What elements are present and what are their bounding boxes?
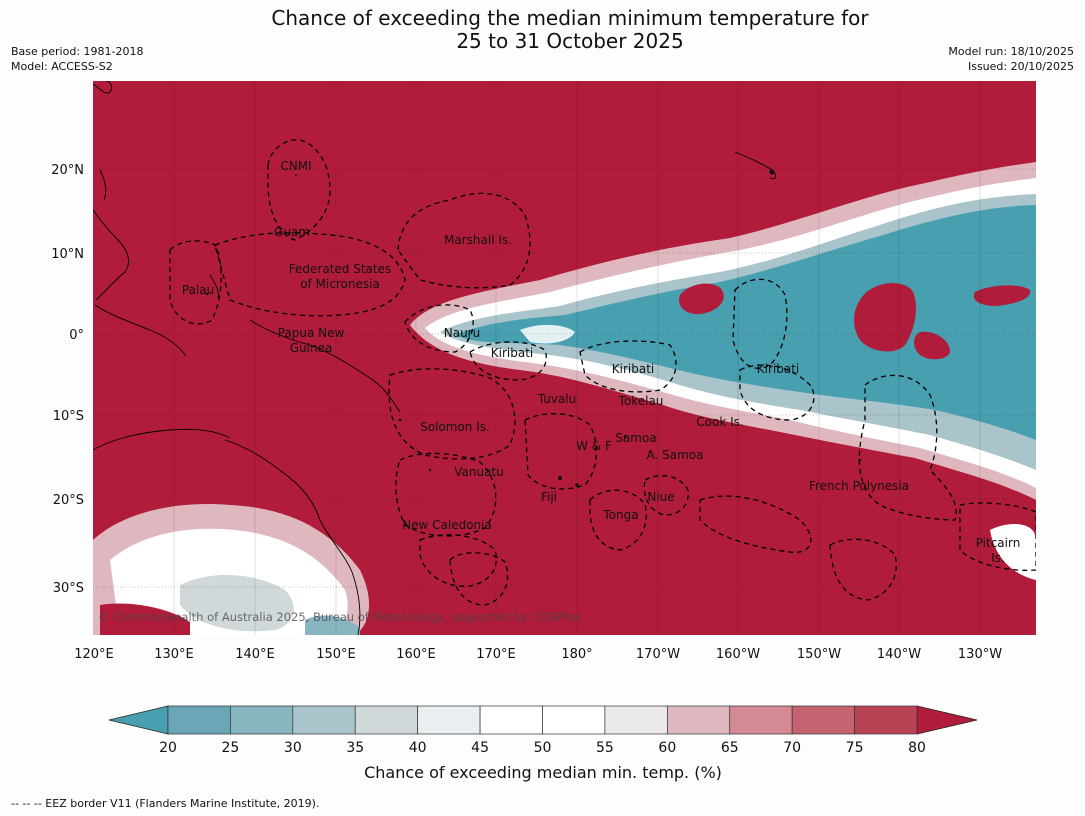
model-name: Model: ACCESS-S2 — [11, 60, 113, 73]
label-kiribati-east: Kiribati — [757, 362, 799, 376]
label-fsm-line2: of Micronesia — [300, 277, 380, 291]
meta-left: Base period: 1981-2018 Model: ACCESS-S2 — [11, 44, 143, 74]
label-pitcairn-line2: Is. — [991, 551, 1005, 565]
copyright-text: © Commonwealth of Australia 2025, Bureau… — [98, 610, 582, 624]
label-tonga: Tonga — [602, 508, 638, 522]
label-niue: Niue — [647, 490, 674, 504]
colorbar-tick-label: 45 — [471, 740, 489, 756]
colorbar-bin — [354, 705, 419, 735]
colorbar-tick-label: 30 — [284, 740, 302, 756]
label-new-caledonia: New Caledonia — [402, 518, 492, 532]
lat-tick-labels: 20°N 10°N 0° 10°S 20°S 30°S — [51, 163, 84, 596]
meta-right: Model run: 18/10/2025 Issued: 20/10/2025 — [948, 44, 1074, 74]
label-a-samoa: A. Samoa — [647, 448, 704, 462]
footnote: -- -- -- EEZ border V11 (Flanders Marine… — [11, 797, 320, 810]
lon-tick: 120°E — [74, 647, 114, 662]
colorbar-tick-label: 80 — [908, 740, 926, 756]
issued-date: Issued: 20/10/2025 — [967, 60, 1074, 73]
lon-tick: 130°W — [958, 647, 1002, 662]
label-kiribati-central: Kiribati — [612, 362, 654, 376]
colorbar-tick-label: 70 — [783, 740, 801, 756]
label-palau: Palau — [182, 283, 214, 297]
lon-tick-labels: 120°E 130°E 140°E 150°E 160°E 170°E 180°… — [74, 647, 1002, 662]
label-nauru: Nauru — [444, 326, 480, 340]
lat-tick: 0° — [69, 328, 84, 343]
label-png-line2: Guinea — [290, 341, 333, 355]
label-marshall-is: Marshall Is. — [444, 233, 512, 247]
label-png-line1: Papua New — [278, 326, 345, 340]
colorbar-bin — [417, 705, 481, 735]
label-kiribati-west: Kiribati — [491, 346, 533, 360]
colorbar: 20 25 30 35 40 45 50 55 60 65 70 75 80 Chance of exc… — [108, 705, 978, 782]
lat-tick: 10°S — [53, 409, 84, 424]
label-pitcairn-line1: Pitcairn — [976, 536, 1021, 550]
label-fsm-line1: Federated States — [289, 262, 391, 276]
label-tokelau: Tokelau — [618, 394, 664, 408]
colorbar-bin — [230, 705, 294, 735]
colorbar-tick-label: 65 — [721, 740, 739, 756]
colorbar-tick-label: 60 — [658, 740, 676, 756]
australia-anomaly — [93, 504, 370, 635]
colorbar-ticks: 20 25 30 35 40 45 50 55 60 65 70 75 80 — [159, 740, 926, 756]
lon-tick: 130°E — [154, 647, 194, 662]
colorbar-bins — [167, 705, 918, 735]
colorbar-tick-label: 40 — [409, 740, 427, 756]
title-line-2: 25 to 31 October 2025 — [456, 29, 684, 53]
colorbar-bin — [479, 705, 543, 735]
lon-tick: 150°E — [316, 647, 356, 662]
coastlines — [93, 81, 777, 635]
lon-tick: 170°W — [636, 647, 680, 662]
eez-borders — [169, 139, 1036, 606]
region-labels: CNMI Guam Marshall Is. Federated States … — [182, 159, 1020, 565]
lon-tick: 140°E — [235, 647, 275, 662]
label-french-polynesia: French Polynesia — [809, 479, 909, 493]
label-vanuatu: Vanuatu — [454, 465, 504, 479]
lat-tick: 10°N — [51, 247, 84, 262]
chart-title: Chance of exceeding the median minimum t… — [0, 7, 1085, 53]
colorbar-bin — [791, 705, 855, 735]
islands — [205, 169, 862, 487]
graticule-meridians — [173, 81, 981, 635]
colorbar-tick-label: 75 — [846, 740, 864, 756]
colorbar-bin — [854, 705, 918, 735]
lat-tick: 30°S — [53, 581, 84, 596]
colorbar-bin — [167, 705, 231, 735]
cool-anomaly-band — [410, 162, 1036, 580]
lon-tick: 160°W — [716, 647, 760, 662]
label-samoa: Samoa — [615, 431, 656, 445]
colorbar-bin — [604, 705, 668, 735]
label-cnmi: CNMI — [280, 159, 311, 173]
label-fiji: Fiji — [541, 490, 557, 504]
colorbar-tick-label: 35 — [346, 740, 364, 756]
label-w-and-f: W & F — [576, 439, 612, 453]
label-tuvalu: Tuvalu — [537, 392, 577, 406]
lat-tick: 20°N — [51, 163, 84, 178]
label-solomon-is: Solomon Is. — [420, 420, 490, 434]
colorbar-tick-label: 25 — [222, 740, 240, 756]
colorbar-tick-label: 50 — [534, 740, 552, 756]
label-cook-is: Cook Is. — [696, 415, 743, 429]
base-period: Base period: 1981-2018 — [11, 45, 144, 58]
model-run: Model run: 18/10/2025 — [948, 45, 1074, 58]
colorbar-bin — [542, 705, 606, 735]
colorbar-label: Chance of exceeding median min. temp. (%… — [364, 763, 722, 782]
colorbar-tick-label: 20 — [159, 740, 177, 756]
colorbar-extend-low — [108, 705, 169, 735]
title-line-1: Chance of exceeding the median minimum t… — [271, 6, 869, 30]
lon-tick: 170°E — [476, 647, 516, 662]
lon-tick: 180° — [561, 647, 592, 662]
colorbar-tick-label: 55 — [596, 740, 614, 756]
colorbar-bin — [292, 705, 356, 735]
lat-tick: 20°S — [53, 493, 84, 508]
colorbar-bin — [729, 705, 793, 735]
colorbar-extend-high — [916, 705, 978, 735]
lon-tick: 150°W — [797, 647, 841, 662]
colorbar-bin — [666, 705, 731, 735]
lon-tick: 160°E — [396, 647, 436, 662]
map-panel: CNMI Guam Marshall Is. Federated States … — [93, 81, 1036, 635]
label-guam: Guam — [274, 225, 310, 239]
lon-tick: 140°W — [877, 647, 921, 662]
